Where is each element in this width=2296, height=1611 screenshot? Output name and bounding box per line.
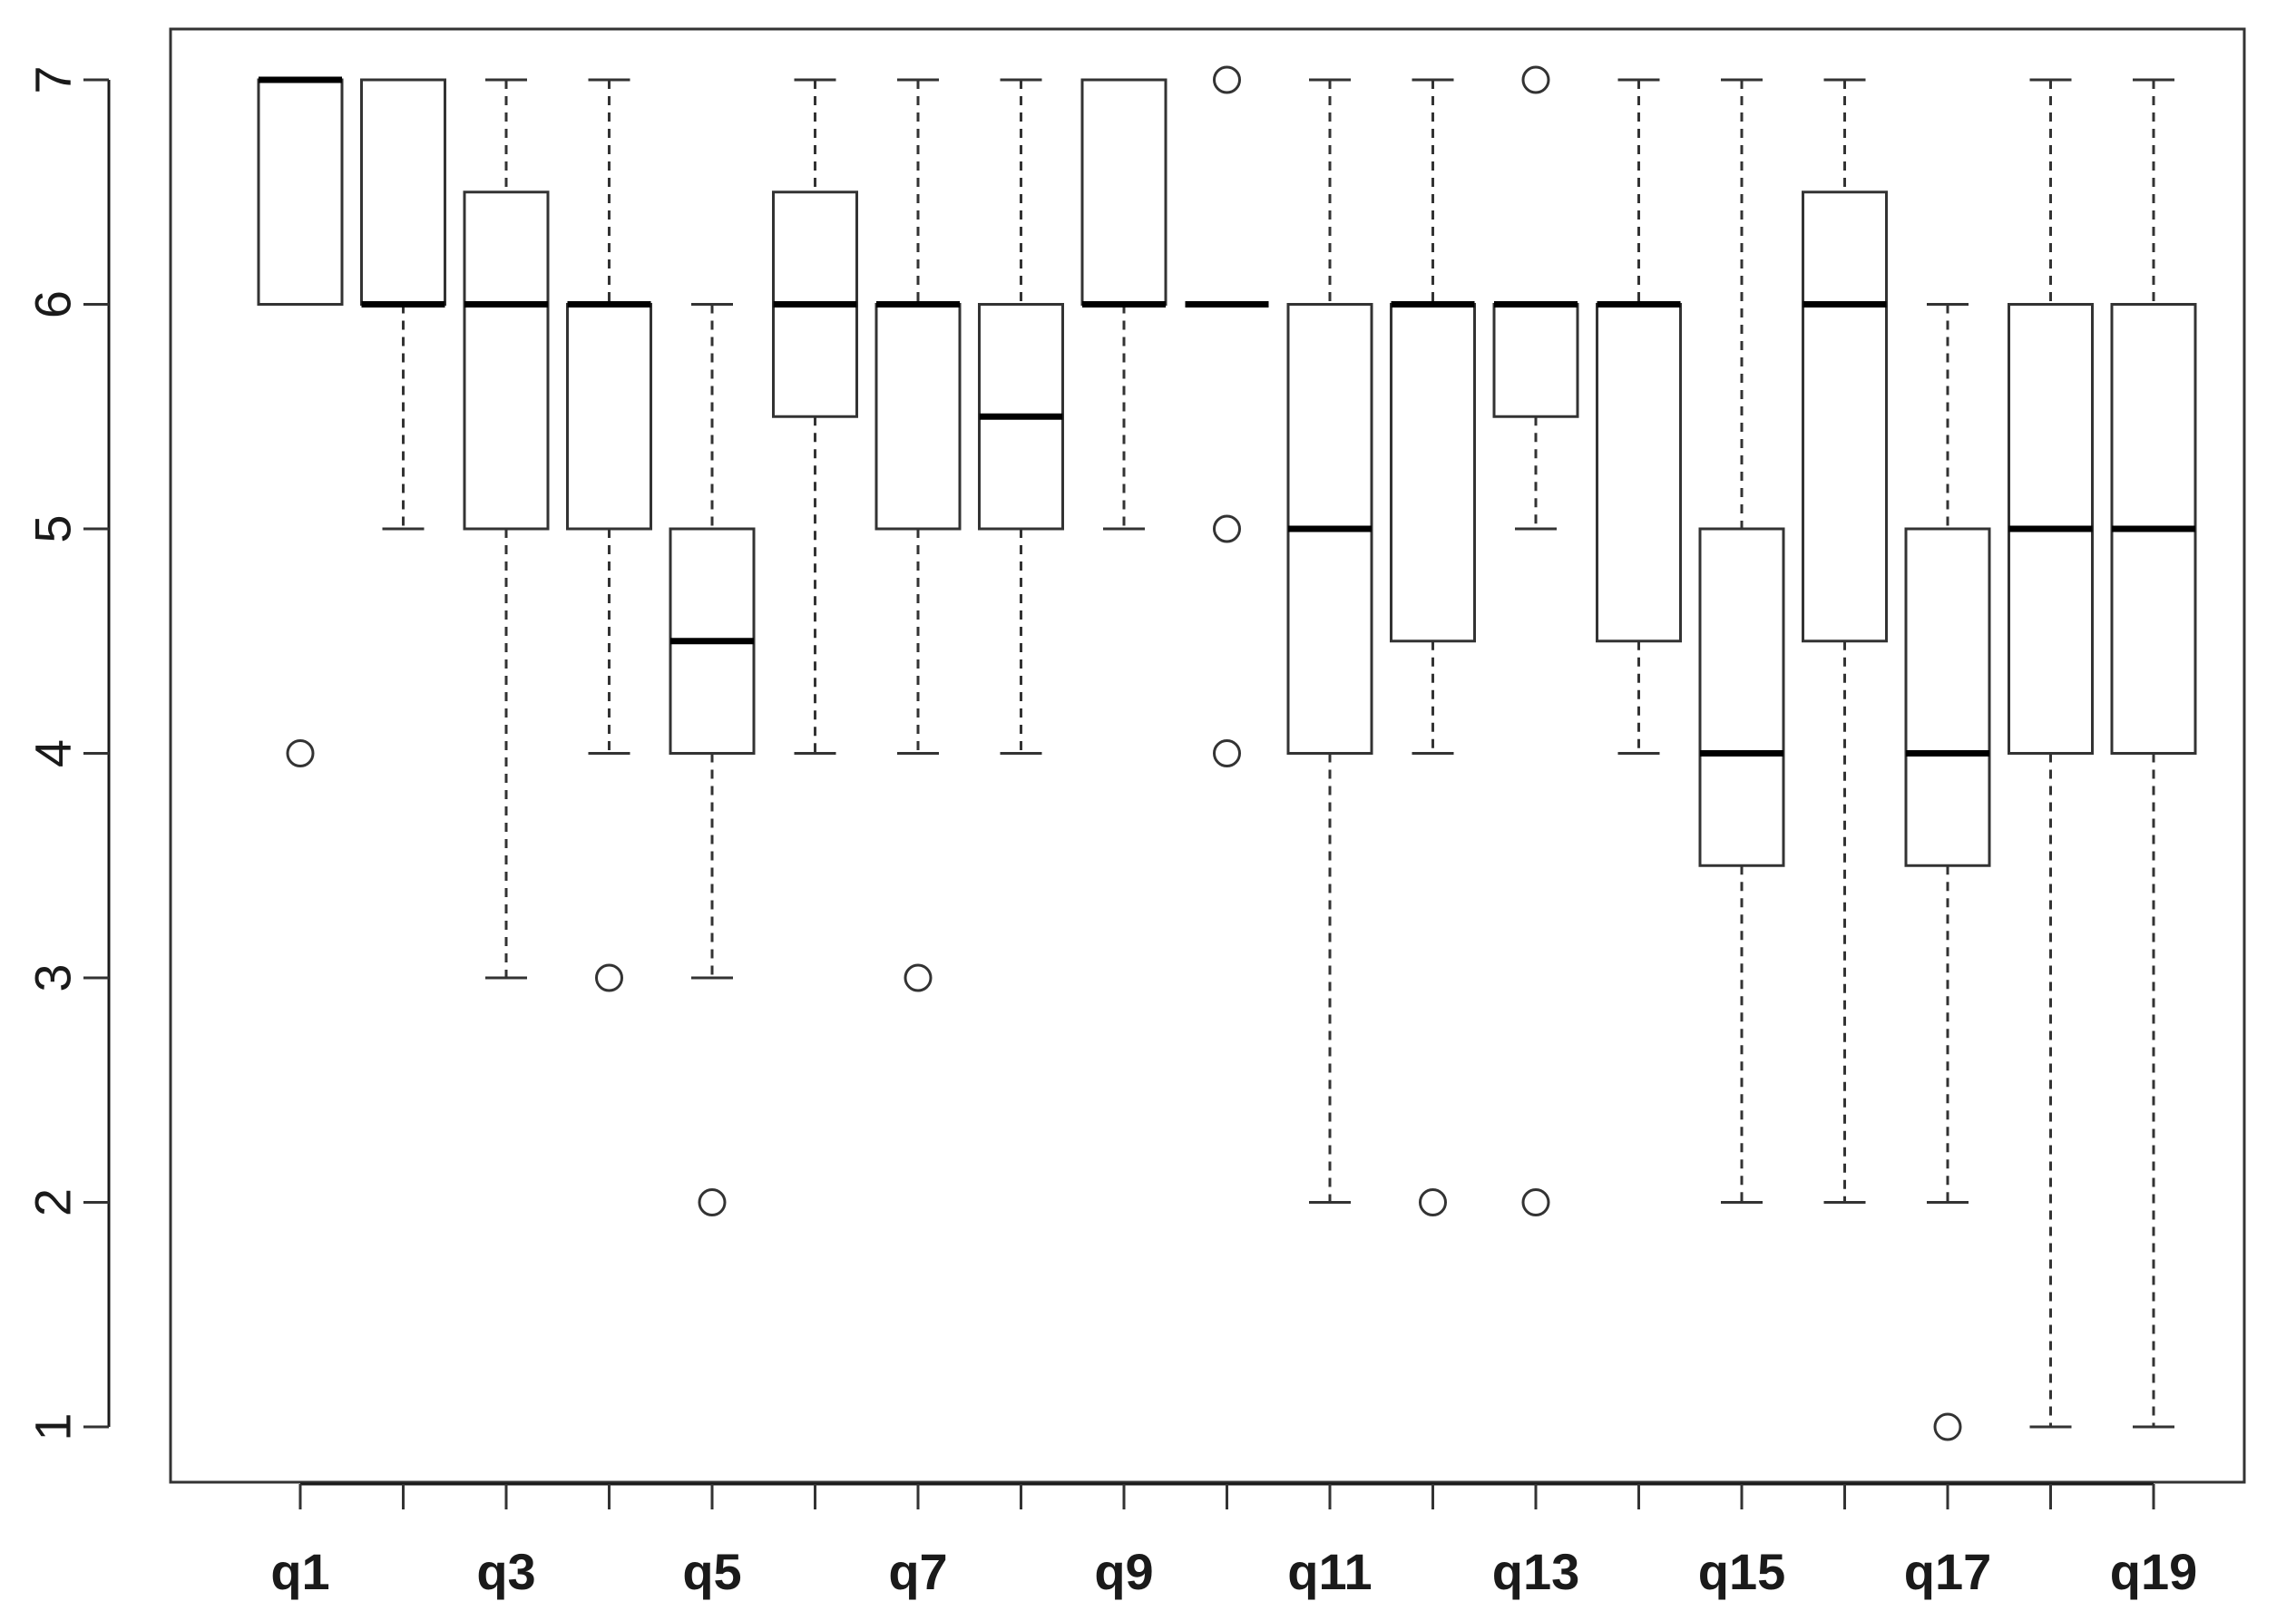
x-tick-label: q1 (270, 1543, 329, 1600)
box-iqr (1390, 303, 1476, 643)
box-iqr (1802, 190, 1888, 643)
outlier-point (1213, 739, 1241, 767)
box-q4 (566, 78, 652, 992)
y-tick-label: 1 (24, 1412, 82, 1440)
box-q18 (2008, 78, 2094, 1429)
box-iqr (257, 78, 344, 306)
x-tick-label: q3 (476, 1543, 535, 1600)
x-tick-label: q13 (1492, 1543, 1580, 1600)
outlier-point (1213, 514, 1241, 543)
x-tick-label: q7 (888, 1543, 947, 1600)
box-q17 (1904, 303, 1991, 1441)
plot-frame (169, 27, 2246, 1484)
outlier-point (286, 739, 315, 767)
box-q19 (2110, 78, 2197, 1429)
box-q7 (874, 78, 962, 992)
box-iqr (566, 303, 652, 531)
x-tick-label: q17 (1904, 1543, 1992, 1600)
outlier-point (1521, 65, 1550, 94)
y-tick-label: 7 (24, 65, 82, 93)
box-q8 (978, 78, 1064, 755)
box-iqr (463, 190, 550, 531)
x-axis: q1 q3 q5 q7 q9 q11 q13 q15 q17 q19 (270, 1482, 2198, 1600)
outlier-point (595, 963, 623, 992)
box-q5 (669, 303, 756, 1216)
boxes-layer (257, 65, 2197, 1441)
y-tick-label: 2 (24, 1188, 82, 1216)
box-q2 (360, 78, 446, 531)
box-iqr (874, 303, 962, 531)
box-q10 (1185, 65, 1269, 767)
box-q1 (257, 76, 344, 767)
box-q6 (772, 78, 858, 755)
x-tick-label: q11 (1287, 1543, 1372, 1600)
x-tick-label: q5 (682, 1543, 741, 1600)
box-q15 (1698, 78, 1785, 1204)
box-q12 (1390, 78, 1476, 1216)
outlier-point (1419, 1188, 1447, 1216)
outlier-point (1521, 1188, 1550, 1216)
box-iqr (1080, 78, 1168, 306)
y-tick-label: 3 (24, 963, 82, 991)
box-iqr (1596, 303, 1682, 643)
box-iqr (1904, 527, 1991, 867)
box-q14 (1596, 78, 1682, 755)
box-q3 (463, 78, 550, 980)
box-q11 (1286, 78, 1373, 1204)
y-tick-label: 4 (24, 739, 82, 767)
y-axis: 1 2 3 4 5 6 7 (24, 65, 111, 1441)
outlier-point (1933, 1412, 1962, 1441)
box-iqr (360, 78, 446, 306)
x-tick-label: q9 (1094, 1543, 1153, 1600)
y-tick-label: 5 (24, 514, 82, 542)
x-tick-label: q19 (2110, 1543, 2198, 1600)
y-tick-label: 6 (24, 290, 82, 318)
outlier-point (904, 963, 933, 992)
x-tick-label: q15 (1698, 1543, 1786, 1600)
box-iqr (1492, 303, 1579, 418)
box-q13 (1492, 65, 1579, 1216)
outlier-point (698, 1188, 727, 1216)
box-q16 (1802, 78, 1888, 1204)
outlier-point (1213, 65, 1241, 94)
box-iqr (1698, 527, 1785, 867)
box-q9 (1080, 78, 1168, 531)
